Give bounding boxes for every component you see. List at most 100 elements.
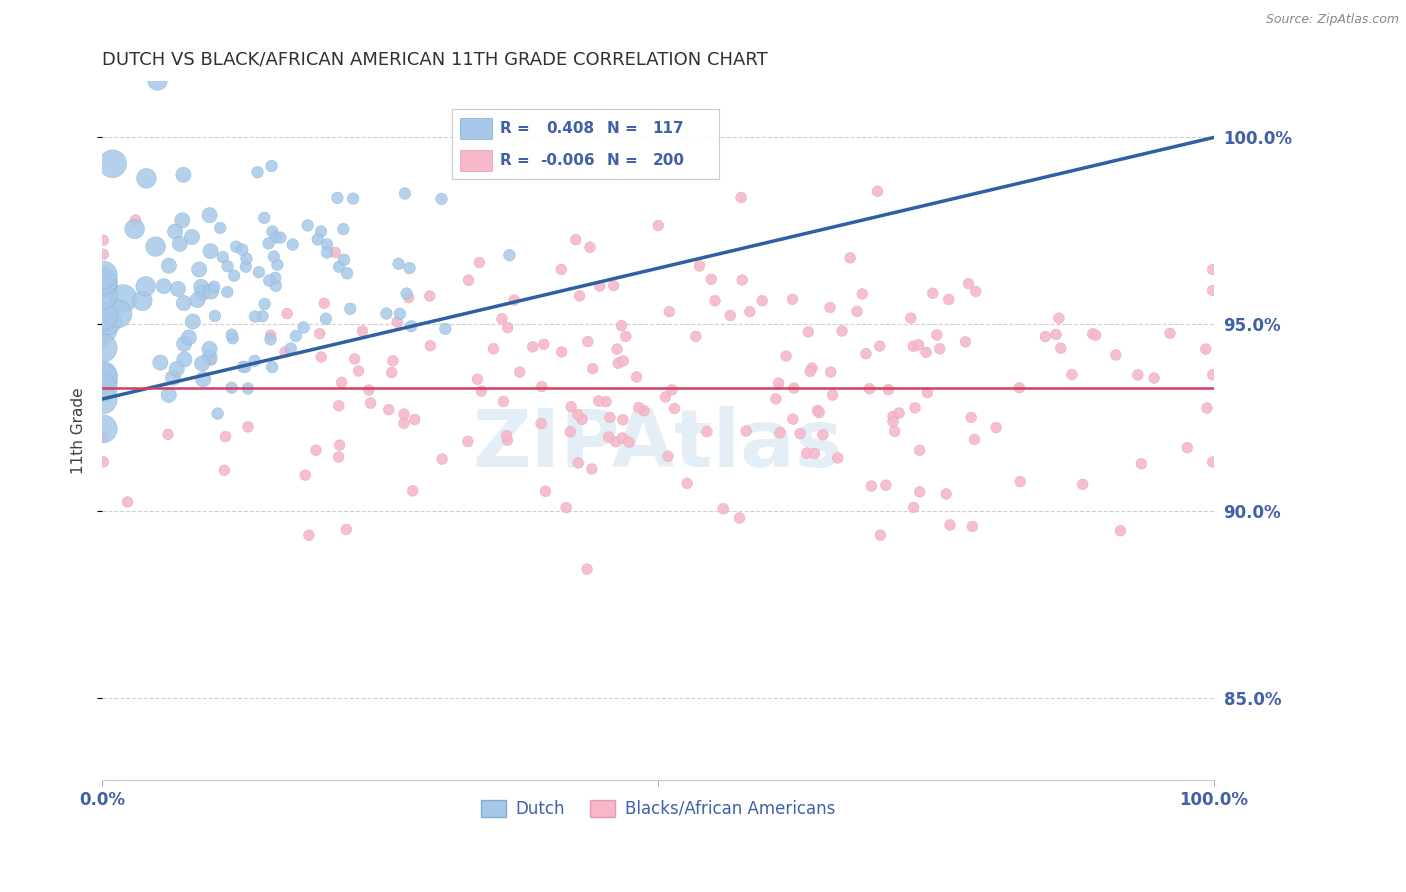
Point [281, 237, 304, 252]
Point [1202, 262, 1225, 277]
Point [117, 495, 139, 509]
Point [315, 311, 337, 326]
Point [1202, 284, 1225, 298]
Point [960, 410, 983, 425]
Point [157, 388, 180, 402]
Point [434, 322, 457, 336]
Point [91, 312, 114, 326]
Point [124, 222, 146, 236]
Point [468, 255, 491, 269]
Point [430, 192, 453, 206]
Point [177, 330, 200, 344]
Point [236, 420, 259, 434]
Point [700, 272, 723, 286]
Point [207, 407, 229, 421]
Point [157, 259, 180, 273]
Point [91, 322, 114, 336]
Point [91, 324, 114, 338]
Point [962, 519, 984, 533]
Point [336, 266, 359, 280]
Point [576, 334, 599, 349]
Point [190, 280, 212, 294]
Point [394, 186, 416, 201]
Point [111, 292, 134, 306]
Point [1202, 368, 1225, 382]
Point [567, 408, 589, 422]
Point [533, 337, 555, 351]
Point [907, 338, 929, 352]
Point [1159, 326, 1181, 341]
Point [496, 433, 519, 447]
Point [343, 351, 366, 366]
Point [808, 406, 831, 420]
Point [200, 285, 222, 299]
Point [263, 250, 285, 264]
Point [236, 381, 259, 395]
Point [135, 279, 157, 293]
Point [131, 293, 153, 308]
Point [530, 379, 553, 393]
Point [882, 409, 904, 424]
Point [165, 225, 187, 239]
Point [375, 306, 398, 320]
Point [214, 463, 236, 477]
Point [595, 394, 617, 409]
Point [357, 383, 380, 397]
Point [309, 350, 332, 364]
Point [198, 350, 221, 364]
Point [217, 259, 239, 273]
Point [91, 278, 114, 293]
Point [91, 274, 114, 288]
Point [503, 293, 526, 307]
Point [91, 288, 114, 302]
Point [626, 370, 648, 384]
Point [1195, 342, 1218, 356]
Point [270, 230, 292, 244]
Point [851, 287, 873, 301]
Point [260, 159, 283, 173]
Point [307, 232, 329, 246]
Point [259, 328, 281, 343]
Point [612, 431, 634, 445]
Point [328, 450, 350, 464]
Point [869, 339, 891, 353]
Point [264, 270, 287, 285]
Point [903, 339, 925, 353]
Point [323, 245, 346, 260]
Point [599, 410, 621, 425]
Point [217, 285, 239, 299]
Point [589, 279, 612, 293]
Point [198, 208, 221, 222]
Point [789, 426, 811, 441]
Point [352, 324, 374, 338]
Point [381, 354, 404, 368]
Point [605, 434, 627, 449]
Point [339, 301, 361, 316]
Point [91, 430, 114, 444]
Point [904, 401, 927, 415]
Y-axis label: 11th Grade: 11th Grade [72, 387, 86, 475]
Point [603, 278, 626, 293]
Point [685, 329, 707, 343]
Point [769, 425, 792, 440]
Point [610, 318, 633, 333]
Point [555, 500, 578, 515]
Point [274, 345, 297, 359]
Point [292, 320, 315, 334]
Point [1084, 328, 1107, 343]
Point [617, 435, 640, 450]
Point [259, 332, 281, 346]
Point [91, 341, 114, 355]
Point [360, 396, 382, 410]
Point [97, 314, 120, 328]
Point [860, 479, 883, 493]
Point [560, 400, 582, 414]
Point [314, 296, 336, 310]
Point [900, 311, 922, 326]
Point [696, 425, 718, 439]
Point [818, 301, 841, 315]
Point [209, 221, 232, 235]
Point [101, 157, 124, 171]
Point [658, 304, 681, 318]
Point [204, 309, 226, 323]
